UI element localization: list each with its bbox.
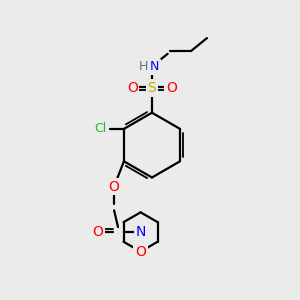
Text: O: O bbox=[127, 81, 138, 95]
Text: N: N bbox=[135, 225, 146, 239]
Text: O: O bbox=[166, 81, 177, 95]
Text: Cl: Cl bbox=[94, 122, 106, 135]
Text: S: S bbox=[148, 81, 156, 95]
Text: O: O bbox=[92, 225, 103, 239]
Text: H: H bbox=[138, 60, 148, 73]
Text: O: O bbox=[135, 244, 146, 259]
Text: O: O bbox=[109, 180, 119, 194]
Text: N: N bbox=[150, 60, 160, 73]
